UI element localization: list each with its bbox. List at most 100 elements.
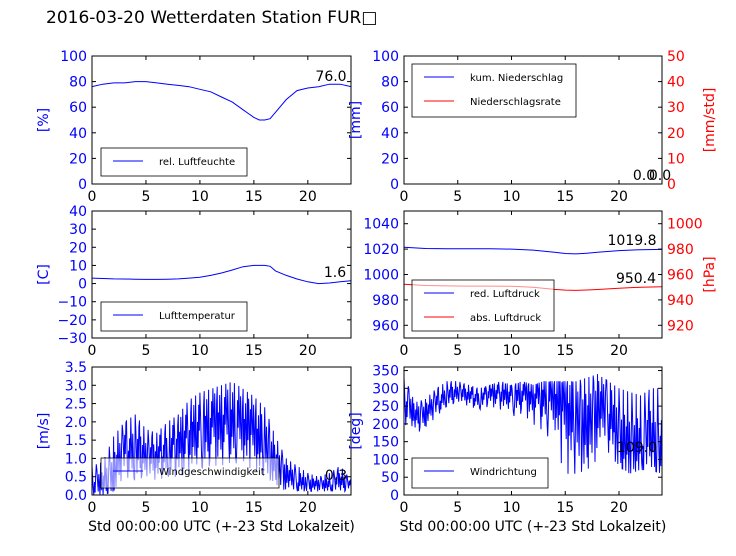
x-tick-label: 20: [610, 343, 628, 359]
chart-panel-1: 0 5 10 15 20 0 20 40 60 80 100 [%] rel. Luftfeuchte 7…: [36, 49, 352, 205]
last-value-label: 109.0: [617, 440, 657, 456]
x-tick-label: 10: [503, 500, 521, 516]
last-value-label-2: 950.4: [616, 271, 656, 287]
y-tick-label: 1020: [363, 242, 399, 258]
legend-box: [100, 147, 248, 177]
y-axis-label: [C]: [36, 264, 52, 285]
y-tick-label: 0: [390, 488, 399, 504]
x-tick-label: 15: [245, 189, 263, 205]
y2-tick-label: 40: [667, 75, 685, 91]
x-tick-label: 0: [88, 500, 97, 516]
legend-label: Lufttemperatur: [159, 311, 236, 322]
y2-tick-label: 1000: [667, 217, 703, 233]
y-tick-label: 20: [381, 151, 399, 167]
y-tick-label: 1.0: [65, 451, 87, 467]
y2-axis-label: [hPa]: [702, 256, 718, 292]
x-tick-label: 20: [299, 343, 317, 359]
x-tick-label: 20: [610, 189, 628, 205]
x-tick-label: 10: [503, 189, 521, 205]
y-tick-label: 300: [372, 381, 399, 397]
chart-panel-5: 0 5 10 15 20 0.0 0.5 1.0 1.5 2.0 2.5 3.0 3.5 [m/s] Std…: [36, 360, 355, 535]
axes-frame: [403, 366, 663, 496]
y2-tick-label: 10: [667, 151, 685, 167]
x-tick-label: 15: [556, 189, 574, 205]
y-tick-label: 350: [372, 364, 399, 380]
x-tick-label: 15: [245, 343, 263, 359]
legend-label: Windgeschwindigkeit: [159, 467, 265, 478]
series-line-6-1: [404, 374, 662, 474]
y-tick-label: −20: [57, 313, 87, 329]
y-tick-label: 40: [69, 204, 87, 220]
x-tick-label: 0: [400, 189, 409, 205]
x-axis-label: Std 00:00:00 UTC (+-23 Std Lokalzeit): [400, 519, 667, 535]
y-tick-label: 0.5: [65, 470, 87, 486]
y-tick-label: 80: [381, 75, 399, 91]
y-tick-label: 50: [381, 470, 399, 486]
y-tick-label: 3.5: [65, 360, 87, 376]
x-tick-label: 10: [191, 189, 209, 205]
figure-title: 2016-03-20 Wetterdaten Station FUR□: [46, 8, 378, 28]
y-tick-label: 150: [372, 435, 399, 451]
y-tick-label: 250: [372, 399, 399, 415]
y2-tick-label: 50: [667, 49, 685, 65]
y2-tick-label: 30: [667, 100, 685, 116]
x-tick-label: 10: [191, 500, 209, 516]
axes-frame: [91, 210, 352, 339]
y-tick-label: 1000: [363, 268, 399, 284]
y-tick-label: 40: [69, 126, 87, 142]
x-tick-label: 15: [245, 500, 263, 516]
y-tick-label: 1040: [363, 217, 399, 233]
y-tick-label: 2.5: [65, 397, 87, 413]
x-tick-label: 0: [88, 343, 97, 359]
x-tick-label: 5: [141, 500, 150, 516]
y2-tick-label: 940: [667, 293, 694, 309]
chart-panel-4: 0 5 10 15 20 960 980 1000 1020 1040 920 940 960 980 10…: [363, 210, 718, 359]
legend-label: kum. Niederschlag: [470, 73, 563, 84]
y-tick-label: 1.5: [65, 433, 87, 449]
chart-panel-3: 0 5 10 15 20 −30 −20 −10 0 10 20 30 40 [C] Lufttempera…: [36, 204, 352, 359]
y-tick-label: 0: [78, 177, 87, 193]
legend-label: rel. Luftfeuchte: [159, 157, 235, 168]
x-tick-label: 5: [453, 343, 462, 359]
y-axis-label: [m/s]: [36, 413, 52, 450]
y-tick-label: −10: [57, 295, 87, 311]
axes-frame: [91, 55, 352, 185]
x-tick-label: 20: [610, 500, 628, 516]
y-tick-label: 80: [69, 75, 87, 91]
series-line-4-1: [404, 246, 662, 255]
y-tick-label: 100: [372, 49, 399, 65]
legend-box: [411, 279, 555, 332]
x-tick-label: 15: [556, 343, 574, 359]
legend-label: Niederschlagsrate: [470, 97, 561, 108]
x-tick-label: 15: [556, 500, 574, 516]
y-tick-label: 10: [69, 258, 87, 274]
y-tick-label: 60: [381, 100, 399, 116]
axes-frame: [91, 366, 352, 496]
axes-frame: [403, 55, 663, 185]
y-tick-label: 2.0: [65, 415, 87, 431]
x-tick-label: 0: [400, 343, 409, 359]
x-axis-label: Std 00:00:00 UTC (+-23 Std Lokalzeit): [88, 519, 355, 535]
y-tick-label: 200: [372, 417, 399, 433]
legend-label: red. Luftdruck: [470, 289, 540, 300]
x-tick-label: 5: [141, 189, 150, 205]
y2-tick-label: 20: [667, 126, 685, 142]
y-tick-label: 20: [69, 240, 87, 256]
y-tick-label: 60: [69, 100, 87, 116]
x-tick-label: 10: [503, 343, 521, 359]
y2-axis-label: [mm/std]: [702, 88, 718, 153]
legend-box: [411, 457, 549, 489]
y-tick-label: 3.0: [65, 378, 87, 394]
last-value-label: 0.0: [633, 168, 655, 184]
last-value-label: 0.3: [325, 468, 347, 484]
x-tick-label: 20: [299, 500, 317, 516]
series-line-1-1: [92, 81, 351, 121]
last-value-label: 1.6: [324, 265, 346, 281]
x-tick-label: 5: [141, 343, 150, 359]
y-axis-label: [mm]: [348, 101, 364, 139]
last-value-label-2: 0.0: [649, 168, 671, 184]
y-tick-label: 20: [69, 151, 87, 167]
y-axis-label: [deg]: [348, 412, 364, 449]
